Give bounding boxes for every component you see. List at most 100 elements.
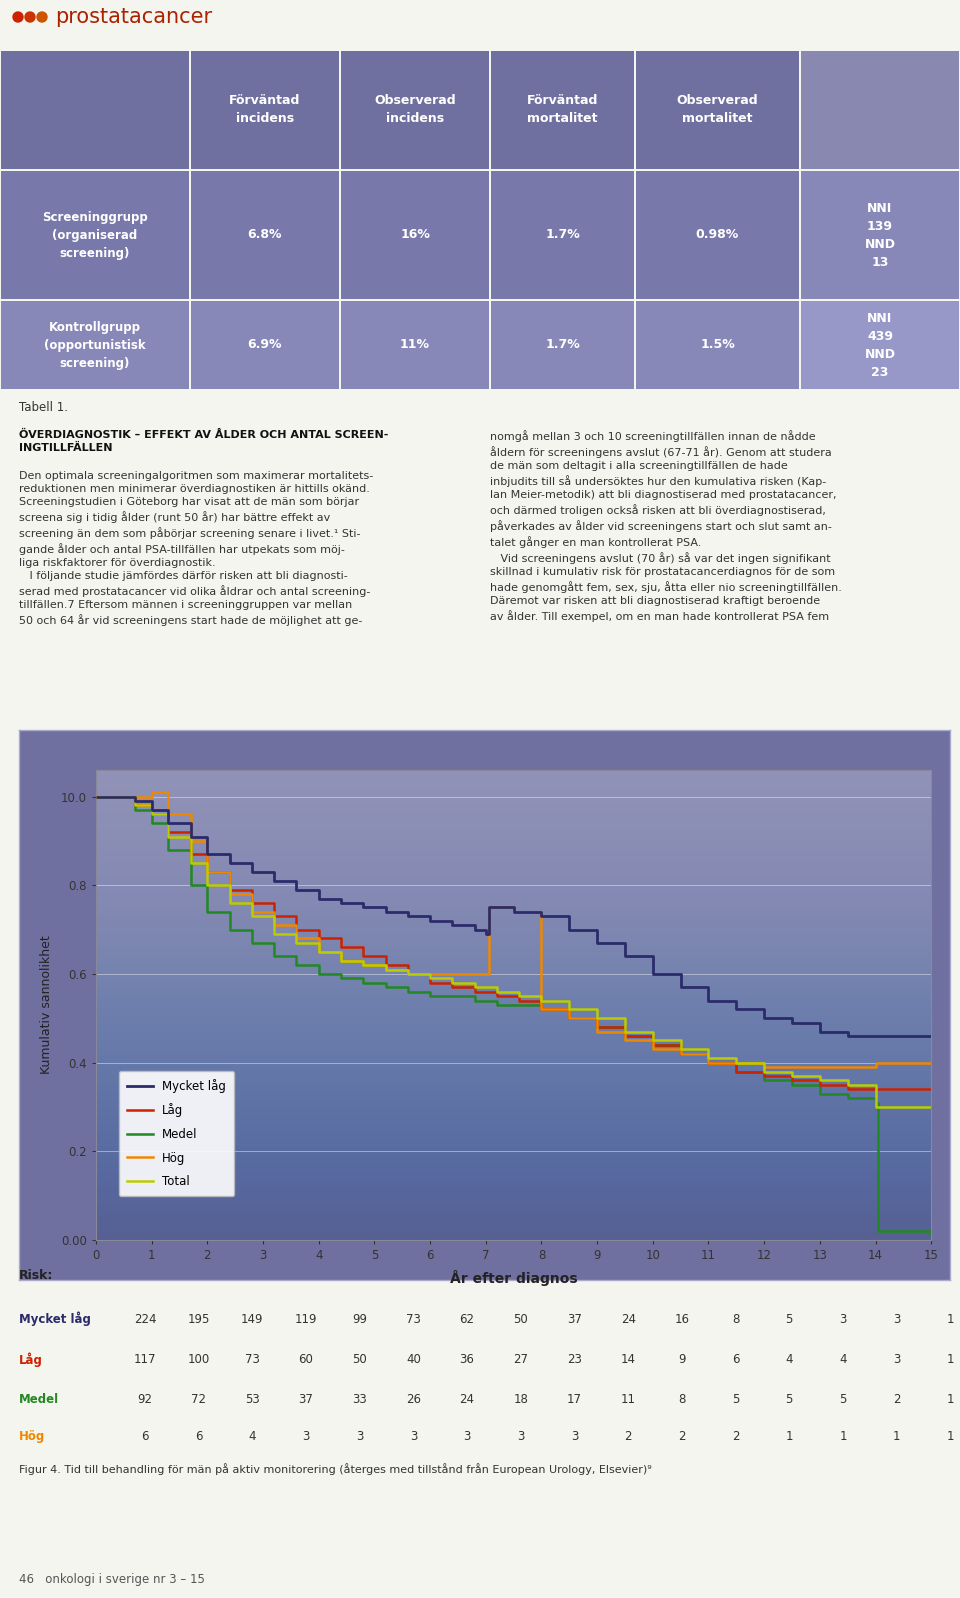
Text: 16: 16 bbox=[675, 1312, 689, 1326]
Text: 53: 53 bbox=[245, 1393, 260, 1406]
Bar bbox=[636, 300, 799, 388]
Text: nomgå mellan 3 och 10 screeningtillfällen innan de nådde
åldern för screeningens: nomgå mellan 3 och 10 screeningtillfälle… bbox=[490, 430, 842, 622]
Text: 5: 5 bbox=[785, 1393, 793, 1406]
Text: 11: 11 bbox=[621, 1393, 636, 1406]
Text: prostatacancer: prostatacancer bbox=[55, 6, 212, 27]
Bar bbox=[801, 51, 959, 169]
Text: 1: 1 bbox=[947, 1354, 954, 1366]
Text: 62: 62 bbox=[460, 1312, 474, 1326]
Bar bbox=[341, 300, 489, 388]
Text: 2: 2 bbox=[732, 1430, 739, 1443]
Text: 16%: 16% bbox=[400, 229, 430, 241]
Bar bbox=[801, 171, 959, 299]
Text: 18: 18 bbox=[514, 1393, 528, 1406]
Text: Förväntad
mortalitet: Förväntad mortalitet bbox=[527, 94, 598, 126]
Text: 92: 92 bbox=[137, 1393, 153, 1406]
Text: 1.7%: 1.7% bbox=[545, 229, 580, 241]
Text: 224: 224 bbox=[133, 1312, 156, 1326]
Text: 17: 17 bbox=[567, 1393, 582, 1406]
Text: 0.98%: 0.98% bbox=[696, 229, 739, 241]
Text: 5: 5 bbox=[785, 1312, 793, 1326]
Text: 100: 100 bbox=[187, 1354, 209, 1366]
Legend: Mycket låg, Låg, Medel, Hög, Total: Mycket låg, Låg, Medel, Hög, Total bbox=[119, 1071, 234, 1197]
Bar bbox=[491, 300, 634, 388]
Text: 1: 1 bbox=[893, 1430, 900, 1443]
Text: ÖVERDIAGNOSTIK – EFFEKT AV ÅLDER OCH ANTAL SCREEN-
INGTILLFÄLLEN: ÖVERDIAGNOSTIK – EFFEKT AV ÅLDER OCH ANT… bbox=[19, 430, 389, 454]
Text: 14: 14 bbox=[621, 1354, 636, 1366]
Text: 11%: 11% bbox=[400, 339, 430, 352]
Text: NNI
139
NND
13: NNI 139 NND 13 bbox=[865, 201, 896, 268]
Bar bbox=[191, 300, 339, 388]
Text: 73: 73 bbox=[245, 1354, 260, 1366]
Text: 3: 3 bbox=[464, 1430, 470, 1443]
Bar bbox=[191, 171, 339, 299]
Text: 1: 1 bbox=[785, 1430, 793, 1443]
Text: 1: 1 bbox=[947, 1393, 954, 1406]
Text: NNI
439
NND
23: NNI 439 NND 23 bbox=[865, 312, 896, 379]
Text: 3: 3 bbox=[893, 1312, 900, 1326]
Text: 33: 33 bbox=[352, 1393, 367, 1406]
Circle shape bbox=[13, 13, 23, 22]
Text: 117: 117 bbox=[133, 1354, 156, 1366]
Bar bbox=[1, 300, 189, 388]
Text: 60: 60 bbox=[299, 1354, 314, 1366]
Text: 72: 72 bbox=[191, 1393, 206, 1406]
Y-axis label: Kumulativ sannolikhet: Kumulativ sannolikhet bbox=[39, 935, 53, 1074]
Bar bbox=[341, 171, 489, 299]
Text: 6: 6 bbox=[732, 1354, 739, 1366]
Bar bbox=[636, 171, 799, 299]
Circle shape bbox=[37, 13, 47, 22]
Text: 2: 2 bbox=[893, 1393, 900, 1406]
Bar bbox=[491, 51, 634, 169]
Bar bbox=[491, 171, 634, 299]
Text: Hög: Hög bbox=[19, 1430, 45, 1443]
Text: 23: 23 bbox=[567, 1354, 582, 1366]
Text: 3: 3 bbox=[356, 1430, 364, 1443]
Text: 195: 195 bbox=[187, 1312, 210, 1326]
Text: 2: 2 bbox=[624, 1430, 632, 1443]
Text: 3: 3 bbox=[571, 1430, 578, 1443]
Text: 26: 26 bbox=[406, 1393, 420, 1406]
Text: 50: 50 bbox=[514, 1312, 528, 1326]
Text: 1.5%: 1.5% bbox=[700, 339, 734, 352]
Text: 37: 37 bbox=[299, 1393, 314, 1406]
Text: Risk:: Risk: bbox=[19, 1269, 54, 1282]
Text: 1: 1 bbox=[839, 1430, 847, 1443]
Bar bbox=[1, 51, 189, 169]
Text: 3: 3 bbox=[410, 1430, 417, 1443]
Bar bbox=[636, 51, 799, 169]
Text: 73: 73 bbox=[406, 1312, 420, 1326]
Text: 3: 3 bbox=[893, 1354, 900, 1366]
Text: 24: 24 bbox=[460, 1393, 474, 1406]
Text: 149: 149 bbox=[241, 1312, 264, 1326]
Text: 3: 3 bbox=[517, 1430, 524, 1443]
Text: 119: 119 bbox=[295, 1312, 317, 1326]
Bar bbox=[191, 51, 339, 169]
Text: 4: 4 bbox=[249, 1430, 256, 1443]
Text: 1: 1 bbox=[947, 1312, 954, 1326]
Text: 4: 4 bbox=[785, 1354, 793, 1366]
Text: 36: 36 bbox=[460, 1354, 474, 1366]
Text: Figur 4. Tid till behandling för män på aktiv monitorering (återges med tillstån: Figur 4. Tid till behandling för män på … bbox=[19, 1464, 652, 1475]
Text: 6.8%: 6.8% bbox=[248, 229, 282, 241]
Text: 6: 6 bbox=[141, 1430, 149, 1443]
Text: 4: 4 bbox=[839, 1354, 847, 1366]
Text: 8: 8 bbox=[732, 1312, 739, 1326]
Circle shape bbox=[25, 13, 35, 22]
Text: Observerad
mortalitet: Observerad mortalitet bbox=[677, 94, 758, 126]
Bar bbox=[341, 51, 489, 169]
Text: 8: 8 bbox=[678, 1393, 685, 1406]
Bar bbox=[1, 171, 189, 299]
Text: 3: 3 bbox=[839, 1312, 847, 1326]
Text: 5: 5 bbox=[732, 1393, 739, 1406]
Text: Låg: Låg bbox=[19, 1352, 43, 1366]
Text: 99: 99 bbox=[352, 1312, 368, 1326]
Text: 1: 1 bbox=[947, 1430, 954, 1443]
Text: 27: 27 bbox=[514, 1354, 528, 1366]
Text: 2: 2 bbox=[678, 1430, 685, 1443]
Text: Tabell 1.: Tabell 1. bbox=[19, 401, 68, 414]
Bar bbox=[801, 300, 959, 388]
Text: Screeninggrupp
(organiserad
screening): Screeninggrupp (organiserad screening) bbox=[42, 211, 148, 259]
Text: 50: 50 bbox=[352, 1354, 367, 1366]
Text: 40: 40 bbox=[406, 1354, 420, 1366]
